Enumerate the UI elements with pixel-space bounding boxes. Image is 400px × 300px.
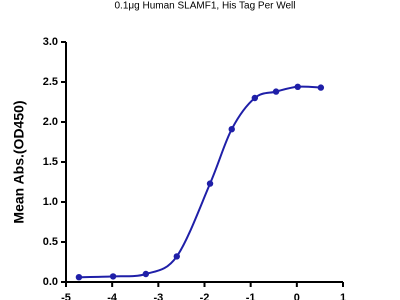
y-tick-label: 3.0 bbox=[43, 36, 58, 48]
y-axis-label: Mean Abs.(OD450) bbox=[11, 100, 27, 223]
x-tick-label: -3 bbox=[153, 292, 163, 300]
curve bbox=[78, 85, 321, 279]
y-tick-label: 0.0 bbox=[43, 276, 58, 288]
data-point bbox=[142, 270, 150, 278]
data-point bbox=[206, 180, 214, 187]
y-tick-label: 0.5 bbox=[43, 236, 58, 248]
x-tick-label: -1 bbox=[246, 292, 256, 300]
x-tick-label: -2 bbox=[200, 292, 210, 300]
y-tick-label: 1.5 bbox=[43, 156, 58, 168]
data-point bbox=[109, 273, 117, 280]
x-tick-label: 1 bbox=[340, 292, 346, 300]
x-tick-label: -4 bbox=[107, 292, 118, 300]
x-tick-label: -5 bbox=[61, 292, 71, 300]
x-tick-label: 0 bbox=[294, 292, 300, 300]
data-point bbox=[317, 84, 325, 91]
data-point bbox=[75, 274, 83, 281]
data-point bbox=[228, 126, 235, 133]
y-tick-label: 1.0 bbox=[43, 196, 58, 208]
data-point bbox=[173, 253, 180, 260]
y-tick-label: 2.5 bbox=[43, 76, 58, 88]
y-tick-label: 2.0 bbox=[43, 116, 58, 128]
chart-title: 0.1μg Human SLAMF1, His Tag Per Well bbox=[114, 1, 295, 12]
data-point bbox=[294, 83, 301, 91]
data-point bbox=[251, 94, 259, 102]
data-point bbox=[272, 88, 280, 95]
